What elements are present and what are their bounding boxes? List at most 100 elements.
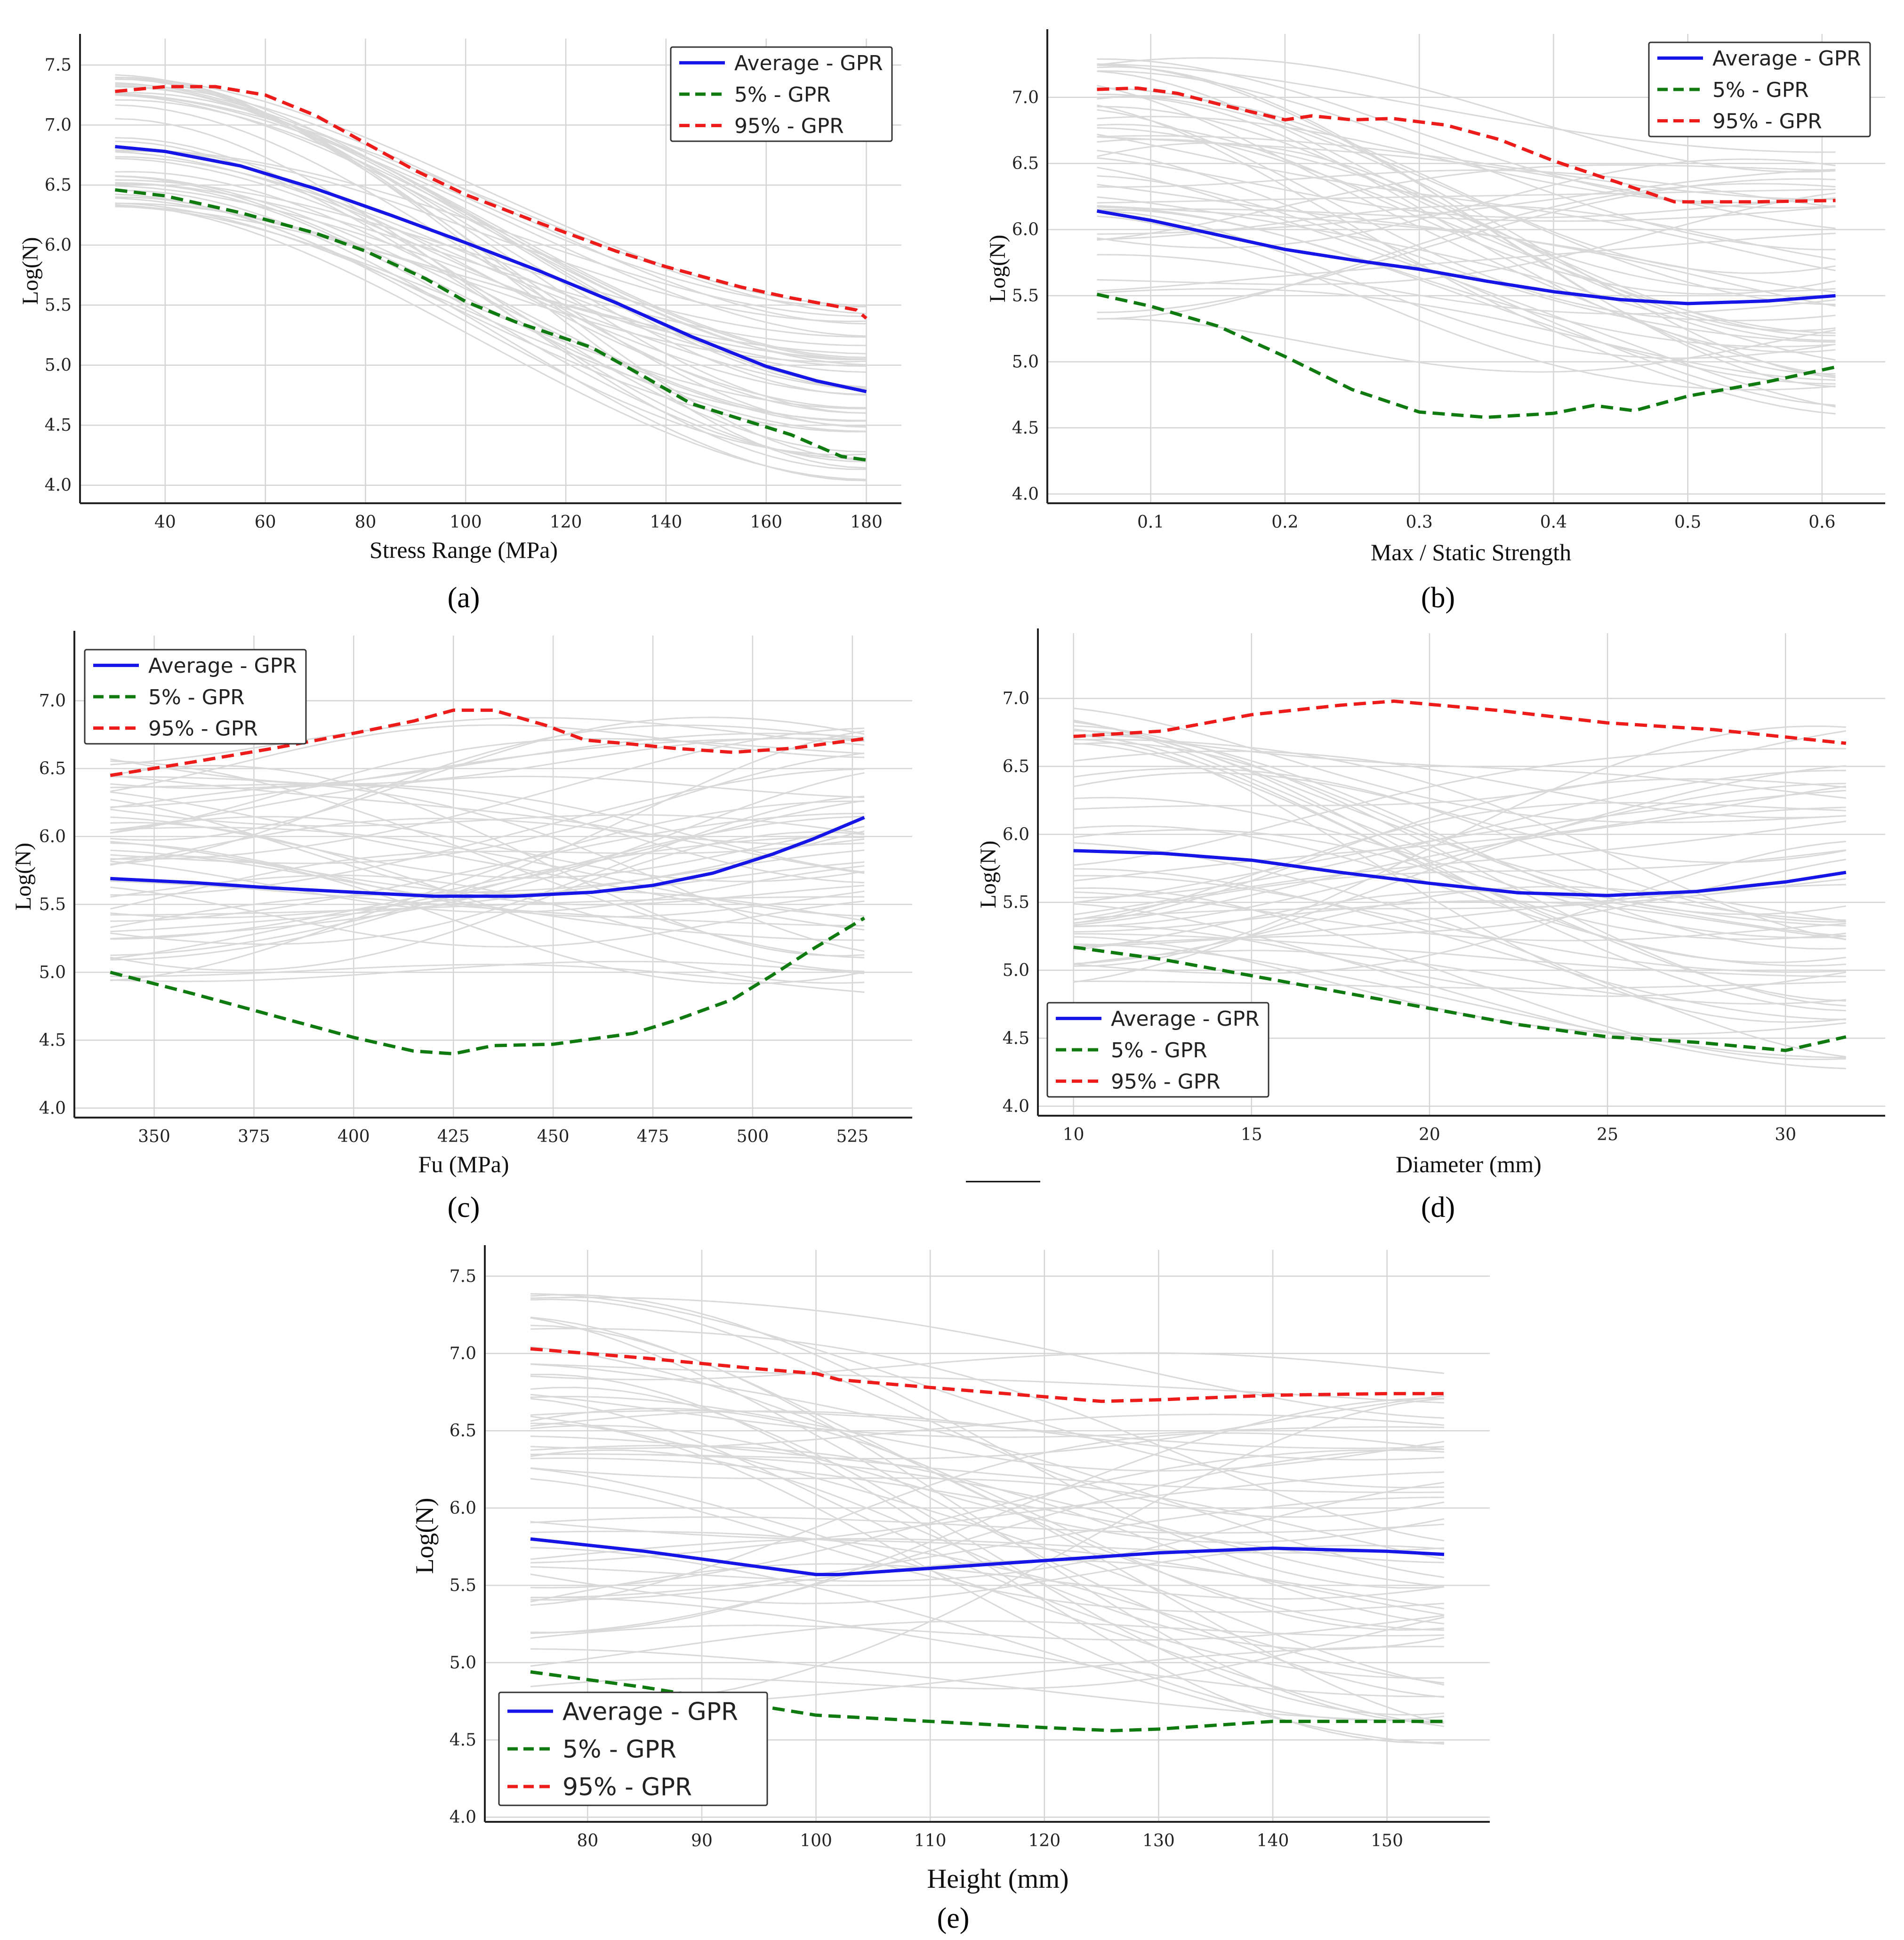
sample-curve <box>1073 708 1846 823</box>
sample-curve <box>110 960 865 982</box>
x-tick-label: 150 <box>1371 1831 1403 1851</box>
x-tick-label: 0.4 <box>1540 513 1567 532</box>
series-line-average <box>115 145 867 394</box>
sample-curve <box>1097 95 1836 274</box>
y-tick-label: 6.5 <box>450 1421 476 1441</box>
y-axis-label: Log(N) <box>11 843 36 910</box>
sample-curve <box>110 808 865 834</box>
x-tick-label: 400 <box>337 1127 370 1146</box>
x-tick-label: 120 <box>1028 1831 1060 1851</box>
sample-curve <box>110 816 865 882</box>
sample-curve <box>110 783 865 873</box>
x-tick-label: 0.6 <box>1808 513 1835 532</box>
sample-curve <box>1097 109 1836 322</box>
sample-curve <box>530 1445 1445 1625</box>
y-tick-label: 5.5 <box>1003 893 1029 912</box>
sample-curve <box>110 717 865 765</box>
sample-curve <box>110 727 865 860</box>
legend-label: Average - GPR <box>734 51 883 75</box>
x-tick-label: 500 <box>737 1127 769 1146</box>
sample-curve <box>115 83 867 325</box>
series-lines <box>115 85 868 462</box>
sample-curve <box>1073 841 1846 974</box>
sample-curve <box>110 716 865 841</box>
x-tick-label: 20 <box>1419 1125 1440 1144</box>
sample-curve <box>1097 57 1836 173</box>
sample-curve <box>110 776 865 952</box>
x-axis-label: Max / Static Strength <box>1371 539 1571 565</box>
x-axis-label: Stress Range (MPa) <box>370 537 558 563</box>
sample-curve <box>530 1457 1445 1563</box>
y-tick-label: 7.5 <box>450 1267 476 1286</box>
series-lines <box>1073 699 1847 1052</box>
legend-label: 5% - GPR <box>734 83 831 107</box>
sample-curve <box>115 94 867 366</box>
sample-curve <box>1073 797 1846 939</box>
y-tick-label: 7.0 <box>1012 88 1039 107</box>
sample-curve <box>115 78 867 414</box>
series-line-p5 <box>110 917 866 1055</box>
y-axis-label: Log(N) <box>976 841 1001 909</box>
sample-curve <box>1097 134 1836 272</box>
x-tick-label: 450 <box>537 1127 570 1146</box>
sample-curve <box>115 204 867 480</box>
sample-curve <box>1097 105 1836 415</box>
sample-curve <box>110 800 865 982</box>
series-line-average <box>1096 209 1836 306</box>
series-line-p5 <box>115 188 867 462</box>
x-tick-label: 140 <box>650 513 683 532</box>
sample-curve <box>110 724 865 865</box>
sample-curve <box>1097 233 1836 292</box>
x-axis-label: Height (mm) <box>927 1863 1068 1894</box>
sample-curve <box>115 185 867 391</box>
x-tick-label: 40 <box>154 513 176 532</box>
legend-box <box>1046 1002 1269 1098</box>
sample-curve <box>530 1560 1445 1610</box>
sample-curve <box>1073 885 1847 965</box>
sample-curve <box>1073 829 1846 1002</box>
y-tick-label: 4.0 <box>39 1099 66 1118</box>
sample-curve <box>110 775 865 831</box>
sample-curve <box>115 190 867 482</box>
y-tick-label: 5.5 <box>45 296 72 315</box>
sample-curve <box>530 1398 1445 1679</box>
sample-curve <box>1097 164 1836 241</box>
legend-box <box>84 649 307 745</box>
series-line-average <box>530 1537 1445 1577</box>
sample-curve <box>530 1296 1445 1419</box>
sample-curve <box>115 94 867 337</box>
x-tick-label: 90 <box>691 1831 713 1851</box>
sample-curve <box>530 1293 1445 1489</box>
sample-curve <box>1073 887 1846 1060</box>
x-tick-label: 25 <box>1597 1125 1618 1144</box>
sample-curve <box>1097 135 1836 201</box>
sample-curve <box>1073 725 1846 967</box>
sample-curve <box>115 104 867 414</box>
sample-curve <box>110 768 865 896</box>
legend-label: Average - GPR <box>148 654 297 678</box>
sample-curve <box>1097 205 1836 293</box>
y-axis-label: Log(N) <box>18 237 43 305</box>
sample-curve <box>110 765 865 957</box>
sample-curve <box>1073 900 1846 940</box>
sample-curve <box>1097 254 1836 315</box>
sample-curve <box>1097 318 1836 373</box>
sample-curve <box>115 74 867 388</box>
sample-curve <box>1073 925 1847 997</box>
sample-curve <box>1073 878 1846 920</box>
sample-curve <box>530 1316 1445 1631</box>
x-tick-label: 100 <box>800 1831 832 1851</box>
chart-panel-c: 350 375 400 425 450 475 500 525 4.0 4.5 5.0 5.5 6.0 6… <box>11 631 912 1224</box>
sample-curve <box>1097 167 1836 408</box>
sample-curve <box>530 1596 1445 1698</box>
sample-curve <box>1073 789 1846 903</box>
sample-curve <box>110 831 865 971</box>
legend-label: 95% - GPR <box>1111 1070 1221 1094</box>
series-line-p5 <box>1073 945 1847 1052</box>
sample-curve <box>110 737 865 785</box>
sample-curve <box>1073 734 1846 940</box>
legend: Average - GPR 5% - GPR 95% - GPR <box>1648 41 1871 137</box>
x-tick-label: 30 <box>1775 1125 1796 1144</box>
y-tick-label: 4.5 <box>1012 419 1039 438</box>
sample-curve <box>110 886 865 948</box>
